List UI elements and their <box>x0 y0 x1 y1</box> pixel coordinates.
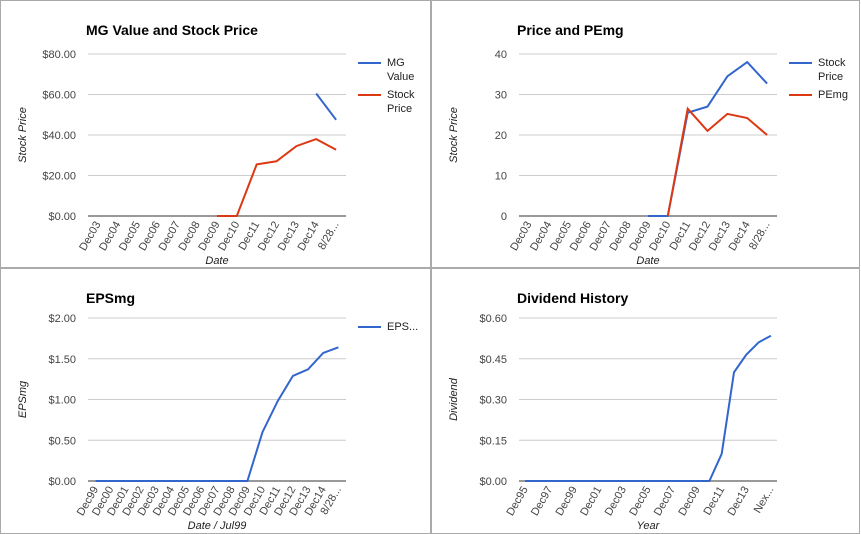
y-axis-label: Stock Price <box>448 107 460 163</box>
line <box>525 334 772 482</box>
x-axis-label: Date <box>636 255 659 267</box>
legend-item: Stock Price <box>818 57 846 83</box>
panel <box>0 0 431 268</box>
y-tick-label: $0.00 <box>479 476 507 488</box>
line <box>217 138 337 217</box>
y-tick-label: 40 <box>495 49 507 61</box>
y-tick-label: 10 <box>495 171 507 183</box>
legend-label: PEmg <box>818 89 848 101</box>
y-tick-label: $0.15 <box>479 435 507 447</box>
y-tick-label: $20.00 <box>42 171 76 183</box>
x-axis-label: Date / Jul99 <box>188 520 247 532</box>
y-tick-label: $0.60 <box>479 313 507 325</box>
y-tick-label: $40.00 <box>42 130 76 142</box>
x-axis-label: Date <box>205 255 228 267</box>
panel <box>0 268 431 534</box>
chart-title: Dividend History <box>517 290 628 306</box>
x-axis-label: Year <box>637 520 661 532</box>
y-tick-label: $0.30 <box>479 395 507 407</box>
y-axis-label: Dividend <box>448 377 460 421</box>
y-tick-label: $0.50 <box>48 435 76 447</box>
y-tick-label: $80.00 <box>42 49 76 61</box>
y-tick-label: $1.00 <box>48 395 76 407</box>
line <box>315 92 337 121</box>
legend-item: Stock Price <box>387 89 415 115</box>
legend-label: Stock Price <box>387 89 415 115</box>
y-tick-label: $60.00 <box>42 90 76 102</box>
y-tick-label: 20 <box>495 130 507 142</box>
line <box>648 60 768 217</box>
y-axis-label: Stock Price <box>17 107 29 163</box>
line <box>666 106 768 217</box>
chart-title: MG Value and Stock Price <box>86 22 258 38</box>
legend-item: PEmg <box>818 89 848 101</box>
legend-label: MG Value <box>387 57 415 83</box>
y-tick-label: $2.00 <box>48 313 76 325</box>
panel <box>431 268 860 534</box>
line <box>95 346 339 482</box>
y-tick-label: $0.00 <box>48 476 76 488</box>
legend-item: MG Value <box>387 57 415 83</box>
y-tick-label: $0.00 <box>48 211 76 223</box>
y-tick-label: $1.50 <box>48 354 76 366</box>
legend-label: Stock Price <box>818 57 846 83</box>
y-axis-label: EPSmg <box>17 380 29 418</box>
y-tick-label: $0.45 <box>479 354 507 366</box>
panel <box>431 0 860 268</box>
y-tick-label: 30 <box>495 90 507 102</box>
y-tick-label: 0 <box>501 211 507 223</box>
chart: EPSmg EPSmg Date / Jul99 $0.00 $0.50 $1.00 $1.… <box>17 290 419 532</box>
legend-item: EPS... <box>387 321 419 333</box>
chart-title: EPSmg <box>86 290 135 306</box>
legend-label: EPS... <box>387 321 419 333</box>
chart-title: Price and PEmg <box>517 22 624 38</box>
